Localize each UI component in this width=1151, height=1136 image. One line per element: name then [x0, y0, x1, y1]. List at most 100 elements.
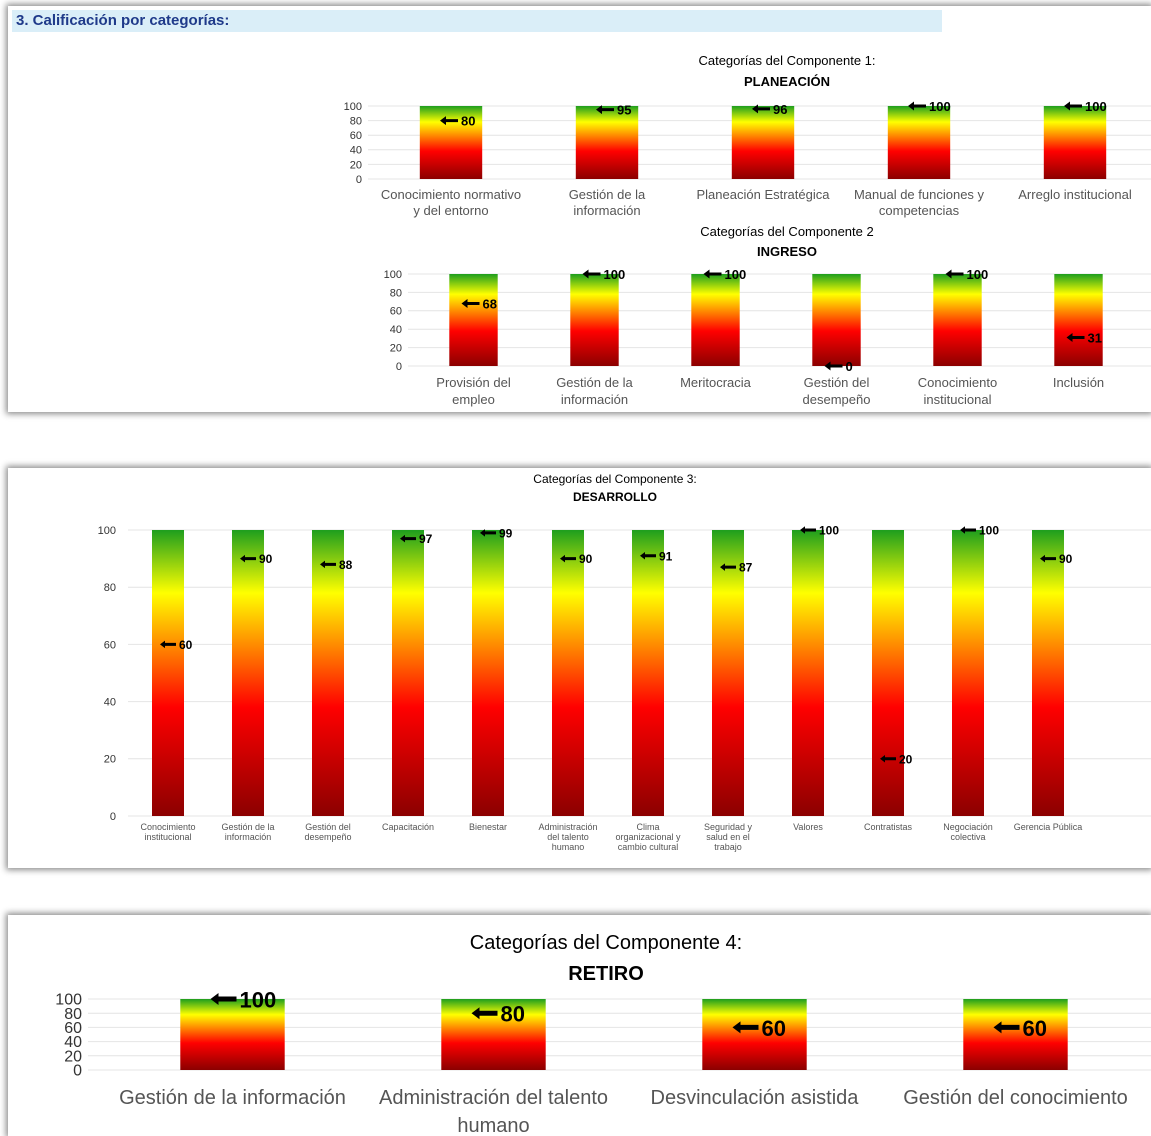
value-marker: [471, 1007, 498, 1020]
bar: [872, 530, 904, 816]
value-marker: [400, 534, 416, 543]
y-tick-label: 80: [350, 115, 362, 127]
data-label: 96: [773, 102, 787, 117]
data-label: 100: [604, 267, 626, 282]
bar: [963, 999, 1068, 1070]
value-marker: [800, 526, 816, 534]
value-marker: [582, 269, 601, 279]
data-label: 100: [929, 99, 951, 114]
data-label: 88: [339, 558, 353, 572]
y-tick-label: 0: [73, 1063, 82, 1080]
y-tick-label: 60: [104, 639, 116, 651]
y-tick-label: 40: [390, 324, 402, 336]
bar: [449, 274, 498, 366]
data-label: 80: [461, 114, 475, 129]
chart-title: Categorías del Componente 1:: [698, 53, 875, 68]
value-marker: [752, 104, 770, 114]
category-label: Clima organizacional y cambio cultural: [615, 822, 681, 852]
bar: [552, 530, 584, 816]
category-label: Seguridad y salud en el trabajo: [704, 822, 753, 852]
bar: [812, 274, 861, 366]
data-label: 97: [419, 532, 433, 546]
bar: [952, 530, 984, 816]
bar: [472, 530, 504, 816]
y-tick-label: 20: [350, 159, 362, 171]
bar: [392, 530, 424, 816]
y-tick-label: 100: [384, 269, 402, 281]
category-label: Conocimiento institucional: [918, 375, 998, 407]
data-label: 20: [899, 752, 913, 766]
category-label: Gestión de la información: [119, 1087, 346, 1109]
value-marker: [1066, 332, 1085, 342]
category-label: Manual de funciones y competencias: [854, 187, 985, 218]
bar: [702, 999, 807, 1070]
category-label: Negociación colectiva: [943, 822, 993, 842]
bar: [312, 530, 344, 816]
y-tick-label: 80: [104, 582, 116, 594]
chart-4: Categorías del Componente 4:RETIRO020406…: [55, 932, 1151, 1136]
y-tick-label: 80: [64, 1006, 82, 1023]
y-tick-label: 0: [356, 174, 362, 186]
bar: [570, 274, 619, 366]
category-label: Administración del talento humano: [379, 1087, 608, 1136]
chart-1: Categorías del Componente 1: PLANEACIÓN 0 2…: [344, 53, 1151, 218]
bar: [731, 106, 795, 179]
data-label: 80: [501, 1002, 525, 1027]
chart-svg-4: Categorías del Componente 4:RETIRO020406…: [55, 932, 1151, 1136]
category-label: Gestión del desempeño: [803, 375, 871, 407]
value-marker: [1040, 554, 1056, 563]
bar: [441, 999, 546, 1070]
chart-subtitle: PLANEACIÓN: [744, 74, 830, 89]
bar: [933, 274, 982, 366]
value-marker: [960, 526, 976, 534]
y-tick-label: 40: [104, 696, 116, 708]
value-marker: [210, 993, 237, 1005]
y-tick-label: 100: [55, 992, 82, 1009]
chart-2: Categorías del Componente 2 INGRESO 0 20 40 6…: [384, 224, 1151, 407]
data-label: 91: [659, 549, 673, 563]
chart-subtitle: INGRESO: [757, 244, 817, 259]
category-label: Provisión del empleo: [436, 375, 511, 407]
category-label: Contratistas: [864, 822, 913, 832]
value-marker: [732, 1021, 759, 1034]
value-marker: [461, 298, 480, 308]
bar: [1054, 274, 1103, 366]
bar: [792, 530, 824, 816]
bar: [575, 106, 639, 179]
category-label: Conocimiento normativo y del entorno: [381, 187, 521, 218]
data-label: 90: [579, 552, 593, 566]
value-marker: [440, 116, 458, 126]
category-label: Conocimiento institucional: [140, 822, 195, 842]
bar: [152, 530, 184, 816]
value-marker: [320, 560, 336, 569]
bar: [691, 274, 740, 366]
value-marker: [993, 1021, 1020, 1034]
data-label: 100: [819, 524, 839, 538]
category-label: Gestión de la información: [569, 187, 646, 218]
category-label: Gestión del conocimiento: [903, 1087, 1128, 1109]
value-marker: [880, 755, 896, 763]
data-label: 60: [179, 638, 193, 652]
data-label: 0: [846, 359, 853, 374]
data-label: 68: [483, 296, 497, 311]
value-marker: [824, 361, 843, 371]
panel-component-4: Categorías del Componente 4: RETIRO 0 20 40 6…: [8, 915, 1151, 1136]
value-marker: [480, 529, 496, 537]
value-marker: [720, 563, 736, 571]
y-tick-label: 60: [390, 306, 402, 318]
category-label: Inclusión: [1053, 375, 1104, 390]
value-marker: [703, 269, 722, 279]
value-marker: [640, 551, 656, 560]
value-marker: [1064, 101, 1082, 111]
chart-3: Categorías del Componente 3: DESARROLLO 0 2…: [98, 472, 1151, 852]
data-label: 99: [499, 526, 513, 540]
y-tick-label: 20: [64, 1048, 82, 1065]
y-tick-label: 40: [64, 1034, 82, 1051]
bar: [232, 530, 264, 816]
value-marker: [560, 554, 576, 563]
category-label: Gestión del desempeño: [304, 822, 351, 842]
chart-subtitle: DESARROLLO: [573, 490, 657, 504]
panel-component-3: Categorías del Componente 3: DESARROLLO 0 2…: [8, 468, 1151, 868]
category-label: Desvinculación asistida: [651, 1087, 860, 1109]
value-marker: [945, 269, 964, 279]
